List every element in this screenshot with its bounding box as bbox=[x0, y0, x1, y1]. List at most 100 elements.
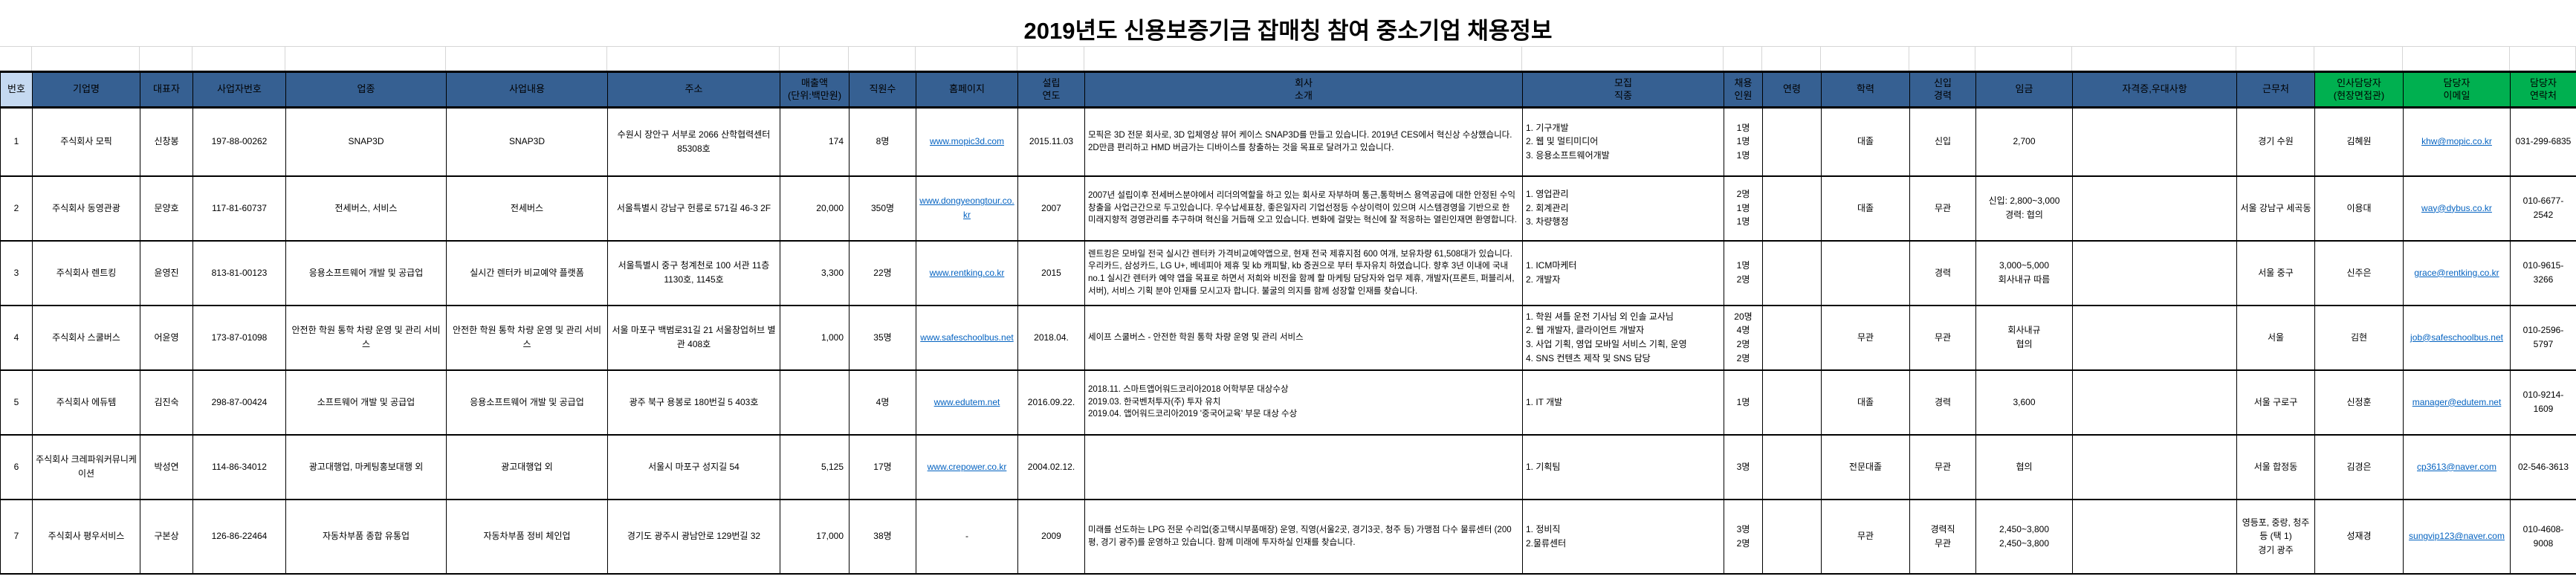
email-link[interactable]: cp3613@naver.com bbox=[2417, 461, 2496, 472]
cell-address: 서울특별시 강남구 헌릉로 571길 46-3 2F bbox=[607, 175, 780, 241]
email-link[interactable]: job@safeschoolbus.net bbox=[2410, 332, 2503, 343]
cell-headcount: 1명 1명 1명 bbox=[1724, 107, 1763, 176]
cell-career: 경력 bbox=[1909, 240, 1976, 306]
cell-workplace: 서울 합정동 bbox=[2236, 434, 2315, 500]
homepage-link[interactable]: www.crepower.co.kr bbox=[927, 461, 1007, 472]
cell-address: 서울시 마포구 성지길 54 bbox=[607, 434, 780, 500]
email-link[interactable]: khw@mopic.co.kr bbox=[2421, 136, 2492, 147]
column-header-email: 담당자 이메일 bbox=[2403, 71, 2511, 108]
cell-positions: 1. 기구개발 2. 웹 및 멀티미디어 3. 응용소프트웨어개발 bbox=[1522, 107, 1724, 176]
cell-headcount: 3명 bbox=[1724, 434, 1763, 500]
column-header-positions: 모집 직종 bbox=[1522, 71, 1724, 108]
cell-business: 안전한 학원 통학 차량 운영 및 관리 서비스 bbox=[446, 305, 608, 370]
cell-company: 주식회사 크레파워커뮤니케이션 bbox=[32, 434, 140, 500]
cell-phone: 010-9214-1609 bbox=[2510, 369, 2576, 435]
homepage-link[interactable]: www.rentking.co.kr bbox=[929, 267, 1005, 278]
cell-business: 전세버스 bbox=[446, 175, 608, 241]
column-header-hr_manager: 인사담당자 (현장면접관) bbox=[2314, 71, 2404, 108]
table-row: 3 주식회사 렌트킹 윤영진 813-81-00123 응용소프트웨어 개발 및 공급업… bbox=[0, 240, 2576, 306]
cell-email: job@safeschoolbus.net bbox=[2403, 305, 2511, 370]
homepage-link[interactable]: www.safeschoolbus.net bbox=[920, 332, 1014, 343]
table-row: 2 주식회사 동영관광 문양호 117-81-60737 전세버스, 서비스 전세버스 서울… bbox=[0, 175, 2576, 241]
column-header-address: 주소 bbox=[607, 71, 780, 108]
cell-education: 대졸 bbox=[1821, 175, 1910, 241]
table-row: 5 주식회사 에듀템 김진숙 298-87-00424 소프트웨어 개발 및 공급업 응용… bbox=[0, 369, 2576, 435]
cell-founded: 2015.11.03 bbox=[1017, 107, 1085, 176]
cell-founded: 2007 bbox=[1017, 175, 1085, 241]
cell-workplace: 서울 중구 bbox=[2236, 240, 2315, 306]
cell-no: 3 bbox=[0, 240, 33, 306]
cell-hr_manager: 김현 bbox=[2314, 305, 2404, 370]
cell-qualification bbox=[2072, 369, 2237, 435]
cell-ceo: 박성연 bbox=[140, 434, 193, 500]
grid-cell bbox=[1762, 47, 1821, 71]
cell-age bbox=[1762, 369, 1822, 435]
grid-cell bbox=[1017, 47, 1084, 71]
cell-company: 주식회사 에듀템 bbox=[32, 369, 140, 435]
column-header-employees: 직원수 bbox=[849, 71, 916, 108]
cell-intro: 2007년 설립이후 전세버스분야에서 리더의역할을 하고 있는 회사로 자부하… bbox=[1084, 175, 1523, 241]
cell-address: 서울특별시 중구 청계천로 100 서관 11층 1130호, 1145호 bbox=[607, 240, 780, 306]
cell-email: grace@rentking.co.kr bbox=[2403, 240, 2511, 306]
cell-no: 2 bbox=[0, 175, 33, 241]
homepage-link[interactable]: www.edutem.net bbox=[933, 396, 1000, 407]
cell-ceo: 문양호 bbox=[140, 175, 193, 241]
cell-biz_no: 126-86-22464 bbox=[192, 499, 286, 574]
cell-age bbox=[1762, 305, 1822, 370]
cell-positions: 1. 영업관리 2. 회계관리 3. 차량행정 bbox=[1522, 175, 1724, 241]
grid-cell bbox=[1522, 47, 1724, 71]
column-header-business: 사업내용 bbox=[446, 71, 608, 108]
grid-cell bbox=[2236, 47, 2314, 71]
cell-headcount: 3명 2명 bbox=[1724, 499, 1763, 574]
cell-ceo: 구본상 bbox=[140, 499, 193, 574]
column-header-headcount: 채용 인원 bbox=[1724, 71, 1763, 108]
cell-industry: 전세버스, 서비스 bbox=[285, 175, 447, 241]
cell-qualification bbox=[2072, 107, 2237, 176]
email-link[interactable]: way@dybus.co.kr bbox=[2421, 202, 2492, 213]
cell-salary: 3,600 bbox=[1975, 369, 2073, 435]
grid-cell bbox=[1821, 47, 1909, 71]
table-header-row: 번호 기업명 대표자 사업자번호 업종 사업내용 주소 매출액 (단위:백만원) 직원수 홈페이지… bbox=[0, 71, 2576, 108]
cell-career: 경력 bbox=[1909, 369, 1976, 435]
cell-biz_no: 173-87-01098 bbox=[192, 305, 286, 370]
cell-phone: 010-4608-9008 bbox=[2510, 499, 2576, 574]
grid-cell bbox=[2314, 47, 2403, 71]
cell-qualification bbox=[2072, 499, 2237, 574]
cell-qualification bbox=[2072, 434, 2237, 500]
cell-positions: 1. 정비직 2.물류센터 bbox=[1522, 499, 1724, 574]
email-link[interactable]: sungvip123@naver.com bbox=[2409, 531, 2505, 542]
column-header-phone: 담당자 연락처 bbox=[2510, 71, 2576, 108]
cell-email: manager@edutem.net bbox=[2403, 369, 2511, 435]
grid-cell bbox=[2510, 47, 2576, 71]
cell-revenue: 5,125 bbox=[780, 434, 850, 500]
table-row: 4 주식회사 스쿨버스 어윤영 173-87-01098 안전한 학원 통학 차량 운영… bbox=[0, 305, 2576, 370]
cell-employees: 35명 bbox=[849, 305, 916, 370]
grid-cell bbox=[2072, 47, 2236, 71]
cell-salary: 회사내규 협의 bbox=[1975, 305, 2073, 370]
column-header-no: 번호 bbox=[0, 71, 33, 108]
homepage-link[interactable]: www.dongyeongtour.co.kr bbox=[919, 195, 1014, 220]
cell-education bbox=[1821, 240, 1910, 306]
cell-education: 대졸 bbox=[1821, 107, 1910, 176]
cell-age bbox=[1762, 240, 1822, 306]
grid-cell bbox=[0, 47, 32, 71]
cell-qualification bbox=[2072, 305, 2237, 370]
cell-address: 수원시 장안구 서부로 2066 산학협력센터 85308호 bbox=[607, 107, 780, 176]
cell-no: 7 bbox=[0, 499, 33, 574]
column-header-education: 학력 bbox=[1821, 71, 1910, 108]
cell-business: 실시간 렌터카 비교예약 플랫폼 bbox=[446, 240, 608, 306]
email-link[interactable]: grace@rentking.co.kr bbox=[2414, 267, 2499, 278]
cell-founded: 2016.09.22. bbox=[1017, 369, 1085, 435]
grid-cell bbox=[1975, 47, 2072, 71]
cell-employees: 17명 bbox=[849, 434, 916, 500]
cell-phone: 010-2596-5797 bbox=[2510, 305, 2576, 370]
cell-workplace: 경기 수원 bbox=[2236, 107, 2315, 176]
cell-business: 응용소프트웨어 개발 및 공급업 bbox=[446, 369, 608, 435]
cell-founded: 2009 bbox=[1017, 499, 1085, 574]
cell-intro: 미래를 선도하는 LPG 전문 수리업(중고택시부품매장) 운영, 직영(서울2… bbox=[1084, 499, 1523, 574]
email-link[interactable]: manager@edutem.net bbox=[2412, 396, 2502, 407]
cell-founded: 2004.02.12. bbox=[1017, 434, 1085, 500]
cell-revenue: 17,000 bbox=[780, 499, 850, 574]
homepage-link[interactable]: www.mopic3d.com bbox=[929, 136, 1005, 147]
cell-employees: 22명 bbox=[849, 240, 916, 306]
